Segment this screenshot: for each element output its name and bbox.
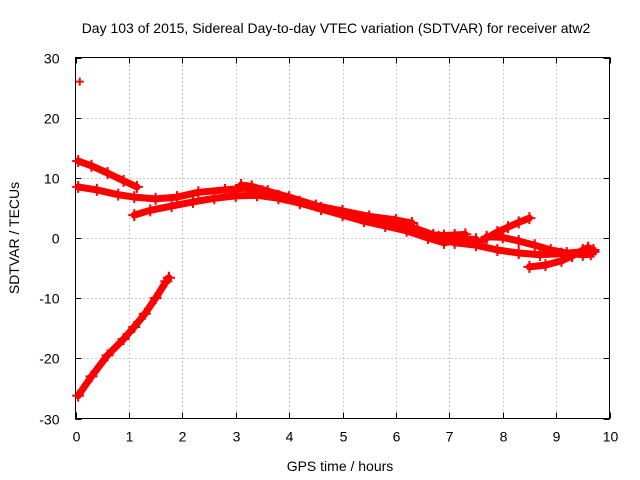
data-point: [512, 216, 525, 229]
series-track-outlier: [75, 77, 84, 86]
y-tick-label: -10: [39, 291, 59, 307]
y-tick-label: -30: [39, 412, 59, 428]
x-tick-label: 2: [179, 429, 187, 445]
data-point: [128, 209, 141, 222]
data-series: [72, 77, 600, 402]
data-point: [165, 200, 178, 213]
data-point: [170, 191, 183, 204]
data-point: [437, 229, 450, 242]
y-tick-label: 20: [44, 111, 60, 127]
data-point: [90, 183, 103, 196]
data-point: [75, 77, 84, 86]
x-tick-label: 3: [233, 429, 241, 445]
x-tick-label: 5: [340, 429, 348, 445]
data-point: [72, 180, 85, 193]
x-tick-label: 8: [500, 429, 508, 445]
data-point: [72, 154, 85, 167]
grid: [75, 57, 610, 419]
data-point: [470, 238, 482, 251]
y-tick-labels: -30 -20 -10 0 10 20 30: [39, 51, 59, 428]
series-track-upper: [72, 154, 143, 193]
data-point: [400, 224, 413, 237]
series-track-cluster-7: [427, 228, 472, 242]
data-point: [512, 247, 525, 260]
data-point: [117, 174, 130, 187]
data-point: [309, 199, 322, 212]
data-point: [128, 191, 141, 204]
y-axis-label: SDTVAR / TECUs: [6, 182, 22, 294]
data-point: [363, 210, 376, 223]
data-point: [283, 191, 296, 204]
data-point: [112, 188, 125, 201]
data-point: [459, 228, 472, 241]
data-point: [389, 213, 402, 226]
data-point: [587, 244, 600, 257]
data-point: [405, 216, 418, 229]
x-tick-label: 1: [126, 429, 134, 445]
data-point: [72, 389, 85, 402]
data-point: [85, 370, 98, 383]
data-point: [138, 307, 151, 320]
data-point: [582, 241, 595, 254]
x-tick-label: 4: [286, 429, 294, 445]
data-point: [101, 349, 114, 362]
data-point: [502, 221, 515, 234]
data-point: [539, 259, 552, 272]
data-point: [149, 192, 162, 205]
data-point: [117, 333, 130, 346]
x-tick-label: 0: [73, 429, 81, 445]
y-tick-label: 30: [44, 51, 60, 67]
data-point: [544, 244, 557, 257]
chart-title: Day 103 of 2015, Sidereal Day-to-day VTE…: [82, 20, 591, 36]
data-point: [336, 204, 349, 217]
data-point: [245, 180, 258, 193]
data-point: [576, 244, 589, 257]
data-point: [186, 195, 199, 208]
data-point: [523, 260, 536, 273]
data-point: [162, 271, 175, 284]
data-point: [149, 292, 162, 305]
series-track-lower-9: [523, 241, 600, 273]
x-tick-labels: 0 1 2 3 4 5 6 7 8 9 10: [73, 429, 619, 445]
data-point: [85, 159, 98, 172]
data-point: [448, 228, 461, 241]
data-point: [566, 250, 579, 263]
data-point: [128, 321, 141, 334]
data-point: [130, 180, 143, 193]
x-tick-label: 7: [446, 429, 454, 445]
data-point: [192, 186, 205, 199]
data-point: [555, 254, 568, 267]
x-tick-label: 9: [553, 429, 561, 445]
data-point: [512, 235, 525, 248]
series-track-main-c: [235, 179, 418, 229]
data-point: [208, 192, 221, 205]
series-track-steep: [72, 271, 175, 402]
x-tick-label: 10: [603, 429, 619, 445]
data-point: [144, 204, 157, 217]
data-point: [101, 167, 114, 180]
y-tick-label: 0: [52, 231, 60, 247]
x-axis-label: GPS time / hours: [287, 458, 394, 474]
data-point: [534, 248, 547, 261]
data-point: [229, 189, 242, 202]
data-point: [496, 231, 509, 244]
data-point: [261, 185, 274, 198]
data-point: [427, 228, 440, 241]
data-point: [528, 239, 541, 252]
x-tick-label: 6: [393, 429, 401, 445]
data-point: [491, 244, 504, 257]
data-point: [523, 212, 536, 225]
data-point: [235, 179, 248, 192]
y-tick-label: 10: [44, 171, 60, 187]
y-tick-label: -20: [39, 351, 59, 367]
axis-ticks: [75, 57, 611, 420]
data-point: [480, 230, 493, 243]
